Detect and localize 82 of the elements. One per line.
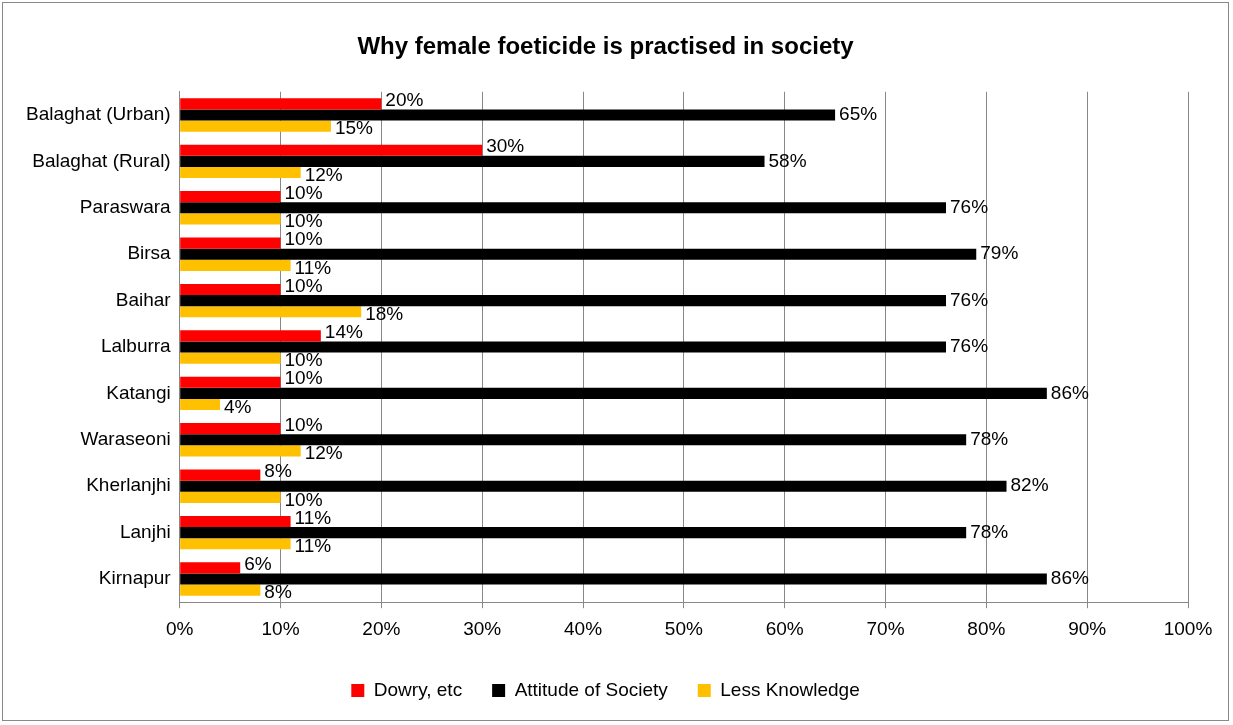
y-tick-label: Paraswara bbox=[79, 196, 172, 218]
bar bbox=[180, 98, 382, 110]
x-tick-label: 0% bbox=[165, 617, 194, 639]
bar bbox=[180, 515, 291, 528]
data-label: 86% bbox=[1050, 567, 1089, 589]
legend-label: Attitude of Society bbox=[514, 678, 669, 700]
x-tick-label: 40% bbox=[564, 617, 603, 639]
y-tick-label: Baihar bbox=[115, 288, 172, 310]
bar bbox=[180, 527, 967, 539]
bar bbox=[180, 387, 1047, 399]
data-label: 76% bbox=[950, 196, 989, 218]
bar bbox=[180, 376, 281, 388]
bar bbox=[180, 480, 1007, 492]
data-label: 11% bbox=[294, 534, 332, 556]
y-tick-label: Katangi bbox=[106, 381, 171, 403]
bar bbox=[180, 352, 281, 364]
bar bbox=[180, 155, 765, 167]
bar bbox=[180, 248, 977, 260]
data-label: 14% bbox=[324, 321, 363, 343]
bar bbox=[180, 120, 331, 132]
x-tick-label: 80% bbox=[967, 617, 1006, 639]
bar bbox=[180, 330, 321, 342]
bar bbox=[180, 469, 261, 481]
data-label: 15% bbox=[334, 117, 374, 139]
data-label: 18% bbox=[365, 302, 404, 324]
bar bbox=[180, 213, 281, 225]
data-label: 6% bbox=[244, 553, 272, 575]
y-tick-label: Balaghat (Rural) bbox=[32, 149, 171, 171]
data-label: 8% bbox=[264, 460, 292, 482]
bar bbox=[180, 491, 281, 503]
x-tick-label: 30% bbox=[463, 617, 502, 639]
bar bbox=[180, 538, 291, 550]
bar bbox=[180, 434, 967, 446]
legend-label: Dowry, etc bbox=[373, 678, 463, 700]
data-label: 82% bbox=[1010, 474, 1049, 496]
bar bbox=[180, 341, 947, 353]
bar bbox=[180, 259, 291, 271]
data-label: 58% bbox=[768, 149, 807, 171]
x-tick-label: 70% bbox=[866, 617, 905, 639]
bar bbox=[180, 283, 281, 296]
bar bbox=[180, 144, 483, 156]
bar bbox=[180, 295, 947, 307]
bar bbox=[180, 445, 301, 457]
data-label: 30% bbox=[486, 135, 525, 157]
bar bbox=[180, 202, 947, 214]
bar bbox=[180, 423, 281, 435]
bar bbox=[180, 109, 836, 121]
x-tick-label: 60% bbox=[765, 617, 804, 639]
bar bbox=[180, 166, 301, 179]
bar bbox=[180, 562, 241, 574]
data-label: 12% bbox=[304, 442, 343, 464]
bar bbox=[180, 398, 221, 411]
data-label: 20% bbox=[385, 89, 424, 111]
x-tick-label: 10% bbox=[261, 617, 300, 639]
y-tick-label: Waraseoni bbox=[80, 428, 171, 450]
x-tick-label: 20% bbox=[362, 617, 401, 639]
bar bbox=[180, 191, 281, 203]
y-tick-label: Balaghat (Urban) bbox=[25, 103, 171, 125]
data-label: 86% bbox=[1050, 381, 1089, 403]
chart-title: Why female foeticide is practised in society bbox=[357, 32, 855, 60]
x-tick-label: 50% bbox=[664, 617, 703, 639]
data-label: 76% bbox=[950, 288, 989, 310]
x-tick-label: 100% bbox=[1163, 617, 1213, 639]
bar bbox=[180, 573, 1047, 585]
data-label: 78% bbox=[970, 428, 1009, 450]
y-tick-label: Lanjhi bbox=[119, 520, 171, 542]
y-tick-label: Birsa bbox=[127, 242, 172, 264]
data-label: 4% bbox=[224, 395, 252, 417]
legend-label: Less Knowledge bbox=[720, 678, 860, 700]
data-label: 65% bbox=[839, 103, 878, 125]
data-label: 76% bbox=[950, 335, 989, 357]
bar bbox=[180, 237, 281, 249]
y-tick-label: Kirnapur bbox=[98, 567, 172, 589]
data-label: 10% bbox=[284, 413, 323, 435]
bar bbox=[180, 584, 261, 596]
data-label: 8% bbox=[264, 581, 292, 603]
data-label: 78% bbox=[970, 520, 1009, 542]
y-tick-label: Kherlanjhi bbox=[86, 474, 171, 496]
data-label: 79% bbox=[980, 242, 1019, 264]
x-tick-label: 90% bbox=[1068, 617, 1107, 639]
y-tick-label: Lalburra bbox=[100, 335, 172, 357]
bar bbox=[180, 306, 362, 318]
